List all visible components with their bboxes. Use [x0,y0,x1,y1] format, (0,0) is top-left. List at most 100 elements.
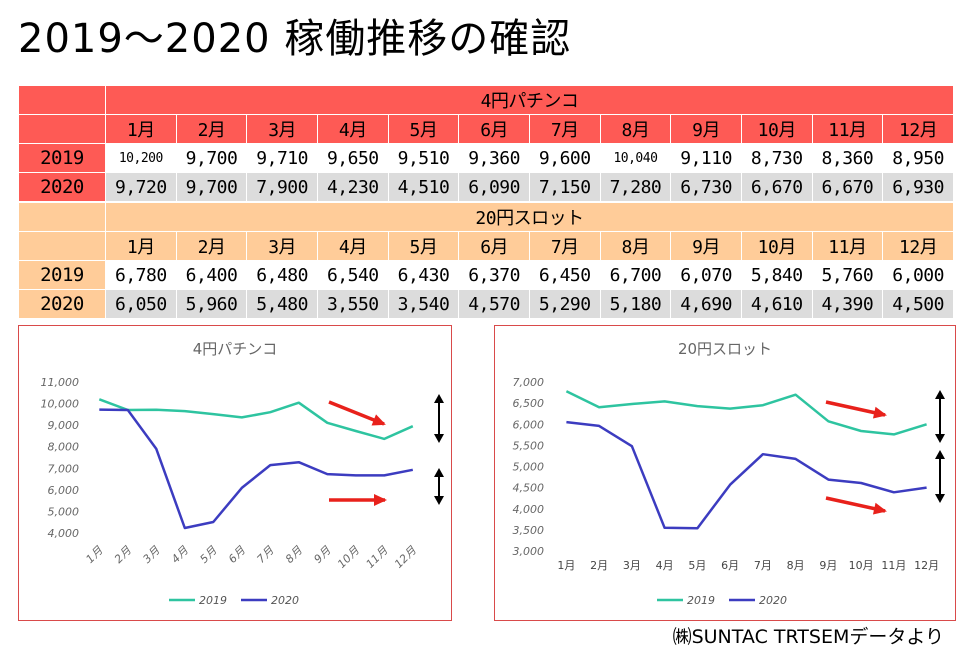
value-cell: 5,760 [811,260,884,290]
value-cell: 4,570 [458,289,530,319]
range-arrow-head [935,494,945,503]
x-tick-label: 4月 [656,559,674,572]
month-cell: 1月 [105,114,177,144]
range-arrow-head [935,434,945,443]
month-cell: 10月 [740,231,813,261]
month-cell: 12月 [882,231,954,261]
x-tick-label: 2月 [590,559,608,572]
value-cell: 8,360 [811,143,884,173]
value-cell: 7,900 [246,172,318,202]
value-cell: 5,290 [528,289,601,319]
table-row: 2020 9,720 9,700 7,900 4,230 4,510 6,090… [18,172,954,202]
value-cell: 9,700 [175,172,248,202]
month-cell: 5月 [387,231,460,261]
series-line-2020 [99,408,414,530]
range-arrow-head [935,390,945,399]
y-tick-label: 4,000 [48,527,80,540]
slot-chart: 20円スロット 7,000 6,500 6,000 5,500 5,000 4,500 4,0… [494,325,956,621]
pachinko-table: 4円パチンコ 1月 2月 3月 4月 5月 6月 7月 8月 9月 10月 11… [18,85,954,202]
x-tick-label: 5月 [688,559,706,572]
value-cell: 6,430 [387,260,460,290]
y-tick-label: 9,000 [48,419,80,432]
x-tick-label: 10月 [849,559,874,572]
month-cell: 1月 [105,231,177,261]
x-tick-label: 1月 [83,543,106,566]
x-tick-label: 7月 [754,559,772,572]
y-tick-label: 3,000 [513,545,545,558]
month-cell: 5月 [387,114,460,144]
x-tick-label: 10月 [335,543,363,571]
value-cell: 4,510 [387,172,460,202]
value-cell: 6,670 [740,172,813,202]
y-tick-label: 6,000 [513,418,545,431]
legend-label: 2019 [687,594,715,607]
value-cell: 6,780 [105,260,177,290]
value-cell: 6,400 [175,260,248,290]
value-cell: 6,070 [670,260,742,290]
corner-cell [18,202,106,232]
value-cell: 4,390 [811,289,884,319]
value-cell: 5,480 [246,289,318,319]
y-tick-label: 11,000 [41,376,80,389]
value-cell: 9,110 [670,143,742,173]
pachinko-chart: 4円パチンコ 11,000 10,000 9,000 8,000 7,000 6,000 5,… [18,325,452,621]
x-tick-label: 12月 [392,543,420,571]
x-tick-label: 11月 [881,559,906,572]
y-tick-label: 10,000 [41,398,80,411]
y-tick-label: 3,500 [513,524,545,537]
year-label: 2020 [18,289,106,319]
x-tick-label: 6月 [721,559,739,572]
month-cell: 3月 [246,114,318,144]
y-tick-label: 7,000 [513,376,545,389]
month-cell: 4月 [316,114,389,144]
slot-table: 20円スロット 1月 2月 3月 4月 5月 6月 7月 8月 9月 10月 1… [18,202,954,319]
legend-label: 2019 [199,594,227,607]
value-cell: 4,230 [316,172,389,202]
x-tick-label: 8月 [283,543,306,566]
corner-cell [18,231,106,261]
table-header: 20円スロット [105,202,954,232]
value-cell: 9,510 [387,143,460,173]
value-cell: 6,370 [458,260,530,290]
range-arrow-head [434,496,444,505]
value-cell: 4,690 [670,289,742,319]
y-tick-label: 8,000 [48,441,80,454]
value-cell: 6,930 [882,172,954,202]
value-cell: 8,950 [882,143,954,173]
month-cell: 8月 [599,114,672,144]
value-cell: 5,960 [175,289,248,319]
value-cell: 6,670 [811,172,884,202]
table-row: 2019 10,200 9,700 9,710 9,650 9,510 9,36… [18,143,954,173]
trend-arrow-head [374,494,387,506]
y-tick-label: 6,500 [513,397,545,410]
x-tick-label: 3月 [623,559,641,572]
month-cell: 11月 [811,114,884,144]
year-label: 2019 [18,143,106,173]
trend-arrow-head [872,406,887,419]
value-cell: 10,200 [105,143,177,173]
series-line-2019 [565,390,927,436]
range-arrow-head [434,434,444,443]
month-cell: 7月 [528,114,601,144]
value-cell: 9,650 [316,143,389,173]
value-cell: 4,500 [882,289,954,319]
month-cell: 9月 [670,231,742,261]
value-cell: 9,700 [175,143,248,173]
month-cell: 2月 [175,231,248,261]
x-tick-label: 4月 [169,543,192,566]
value-cell: 10,040 [599,143,672,173]
legend-label: 2020 [759,594,787,607]
y-tick-label: 7,000 [48,462,80,475]
x-tick-label: 12月 [914,559,939,572]
value-cell: 6,700 [599,260,672,290]
y-tick-label: 4,000 [513,503,545,516]
month-cell: 6月 [458,114,530,144]
value-cell: 7,150 [528,172,601,202]
table-row: 2020 6,050 5,960 5,480 3,550 3,540 4,570… [18,289,954,319]
x-tick-label: 8月 [787,559,805,572]
x-tick-label: 7月 [254,543,277,566]
corner-cell [18,85,106,115]
table-header: 4円パチンコ [105,85,954,115]
value-cell: 3,540 [387,289,460,319]
x-tick-label: 2月 [112,543,135,566]
